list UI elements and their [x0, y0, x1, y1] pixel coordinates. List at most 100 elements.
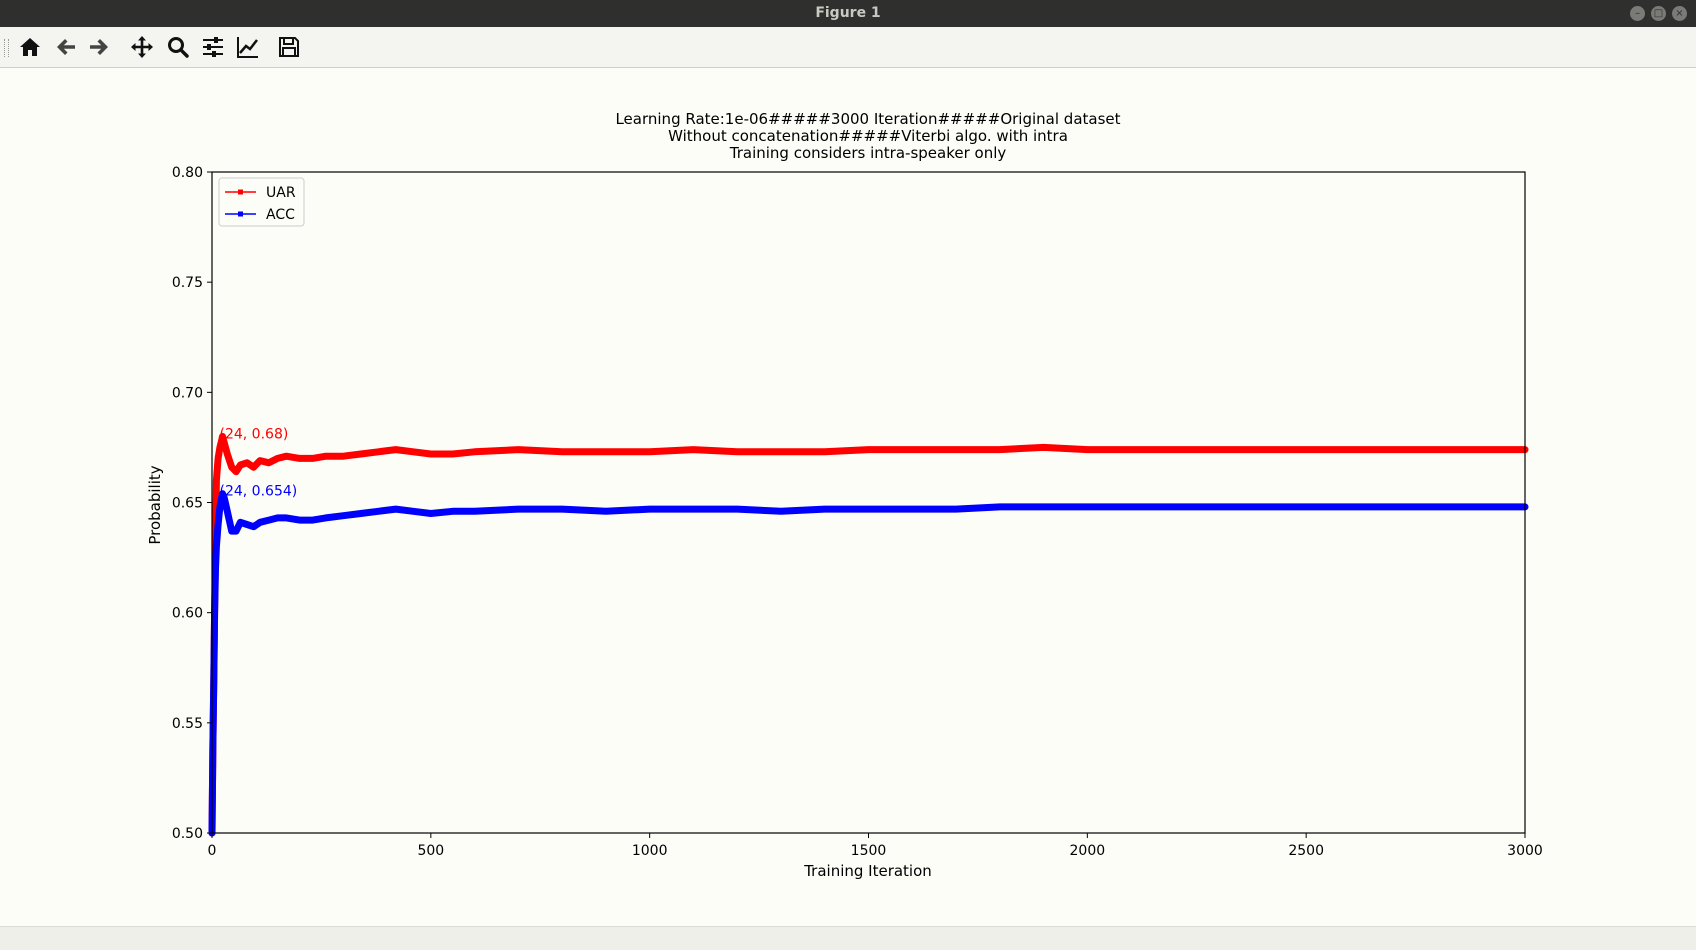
line-chart: Learning Rate:1e-06#####3000 Iteration##… — [146, 110, 1543, 880]
legend-uar-marker — [238, 189, 243, 195]
data-point-acc — [217, 504, 223, 510]
data-point-acc — [450, 508, 456, 514]
data-point-uar — [778, 449, 784, 455]
data-point-acc — [340, 513, 346, 519]
series-line-acc — [208, 490, 1529, 837]
data-point-uar — [297, 455, 303, 461]
save-button[interactable] — [274, 32, 304, 62]
x-tick-label: 1500 — [851, 843, 887, 859]
close-icon[interactable]: × — [1672, 6, 1687, 21]
data-point-acc — [213, 566, 219, 572]
y-tick-label: 0.55 — [172, 716, 203, 732]
data-point-acc — [1041, 504, 1047, 510]
data-point-uar — [1259, 447, 1265, 453]
data-point-acc — [1084, 504, 1090, 510]
pan-button[interactable] — [127, 32, 157, 62]
data-point-acc — [244, 522, 250, 528]
data-point-uar — [224, 451, 230, 457]
x-tick-label: 3000 — [1507, 843, 1543, 859]
data-point-acc — [323, 515, 329, 521]
forward-button[interactable] — [84, 32, 114, 62]
navigation-toolbar — [0, 27, 1696, 68]
data-point-uar — [283, 453, 289, 459]
data-point-acc — [283, 515, 289, 521]
data-point-uar — [822, 449, 828, 455]
data-point-acc — [734, 506, 740, 512]
legend-acc-marker — [238, 211, 243, 217]
data-point-uar — [1347, 447, 1353, 453]
data-point-uar — [237, 462, 243, 468]
data-point-acc — [297, 517, 303, 523]
data-point-acc — [310, 517, 316, 523]
data-point-uar — [559, 449, 565, 455]
data-point-acc — [647, 506, 653, 512]
data-point-uar — [229, 464, 235, 470]
data-point-uar — [472, 449, 478, 455]
figure-canvas[interactable]: Learning Rate:1e-06#####3000 Iteration##… — [0, 68, 1696, 926]
y-tick-label: 0.75 — [172, 275, 203, 291]
x-tick-label: 1000 — [632, 843, 668, 859]
annotation-uar: (24, 0.68) — [220, 426, 289, 442]
data-point-uar — [217, 444, 223, 450]
data-point-acc — [275, 515, 281, 521]
data-point-uar — [233, 469, 239, 475]
data-point-acc — [866, 506, 871, 512]
annotation-acc: (24, 0.654) — [220, 484, 298, 500]
y-tick-label: 0.60 — [172, 606, 203, 622]
chart-title-line-3: Training considers intra-speaker only — [729, 144, 1007, 162]
data-point-acc — [251, 524, 257, 530]
data-point-acc — [953, 506, 959, 512]
forward-arrow-icon — [90, 39, 108, 55]
data-point-uar — [1041, 444, 1047, 450]
y-tick-label: 0.80 — [172, 165, 203, 181]
data-point-acc — [224, 508, 230, 514]
data-point-uar — [1172, 447, 1178, 453]
home-button[interactable] — [15, 32, 45, 62]
data-point-acc — [237, 519, 243, 525]
data-point-acc — [210, 742, 216, 748]
data-point-acc — [375, 508, 381, 514]
data-point-acc — [472, 508, 478, 514]
y-tick-label: 0.65 — [172, 496, 203, 512]
pan-move-icon — [131, 36, 153, 58]
chart-title-line-2: Without concatenation#####Viterbi algo. … — [668, 127, 1068, 145]
back-arrow-icon — [57, 39, 75, 55]
y-axis-label: Probability — [146, 465, 164, 544]
configure-subplots-button[interactable] — [198, 32, 228, 62]
status-bar — [0, 926, 1696, 950]
data-point-acc — [212, 610, 218, 616]
x-tick-label: 0 — [208, 843, 217, 859]
back-button[interactable] — [51, 32, 81, 62]
edit-axis-button[interactable] — [233, 32, 263, 62]
data-point-acc — [229, 528, 235, 534]
data-point-acc — [257, 519, 263, 525]
data-point-acc — [1347, 504, 1353, 510]
data-point-uar — [266, 460, 272, 466]
data-point-uar — [220, 433, 226, 439]
data-point-acc — [1434, 504, 1440, 510]
x-tick-label: 2500 — [1288, 843, 1324, 859]
x-axis-label: Training Iteration — [803, 862, 932, 880]
legend-uar-label: UAR — [266, 185, 296, 201]
data-point-acc — [220, 491, 226, 497]
data-point-uar — [251, 464, 257, 470]
data-point-uar — [219, 438, 225, 444]
maximize-icon[interactable]: □ — [1651, 6, 1666, 21]
data-point-acc — [219, 495, 225, 501]
x-tick-label: 500 — [417, 843, 444, 859]
window-titlebar: Figure 1 – □ × — [0, 0, 1696, 27]
data-point-acc — [690, 506, 696, 512]
data-point-acc — [213, 544, 219, 550]
data-point-uar — [213, 477, 219, 483]
data-point-acc — [266, 517, 272, 523]
chart-title-line-1: Learning Rate:1e-06#####3000 Iteration##… — [615, 110, 1120, 128]
data-point-uar — [515, 447, 521, 453]
data-point-acc — [211, 676, 217, 682]
minimize-icon[interactable]: – — [1630, 6, 1645, 21]
toolbar-grip[interactable] — [4, 39, 9, 57]
data-point-uar — [428, 451, 434, 457]
plot-layer: (24, 0.68) (24, 0.654) — [208, 426, 1529, 837]
data-point-acc — [215, 522, 221, 528]
y-tick-label: 0.70 — [172, 385, 203, 401]
zoom-button[interactable] — [163, 32, 193, 62]
